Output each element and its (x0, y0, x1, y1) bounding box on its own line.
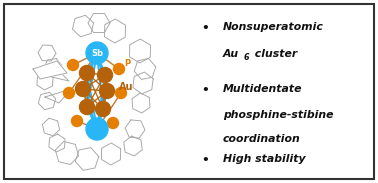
Text: cluster: cluster (251, 49, 297, 59)
Polygon shape (33, 61, 67, 79)
Circle shape (68, 59, 79, 70)
Text: 6: 6 (243, 53, 249, 62)
Text: phosphine-stibine: phosphine-stibine (223, 110, 333, 120)
Circle shape (99, 83, 115, 98)
Circle shape (96, 102, 110, 117)
Circle shape (98, 68, 113, 83)
Circle shape (79, 66, 94, 81)
Text: P: P (124, 59, 130, 68)
Circle shape (113, 64, 124, 74)
Text: coordination: coordination (223, 134, 301, 144)
Circle shape (107, 117, 118, 128)
Text: Au: Au (223, 49, 239, 59)
Text: •: • (202, 84, 214, 97)
Circle shape (79, 100, 94, 115)
Circle shape (116, 87, 127, 98)
Circle shape (71, 115, 82, 126)
Text: Nonsuperatomic: Nonsuperatomic (223, 22, 324, 32)
Text: •: • (202, 154, 214, 167)
Text: Sb: Sb (91, 48, 103, 57)
Text: High stability: High stability (223, 154, 306, 164)
Circle shape (86, 118, 108, 140)
Circle shape (86, 42, 108, 64)
Text: •: • (202, 22, 214, 35)
Circle shape (76, 81, 90, 96)
Circle shape (64, 87, 74, 98)
Text: Au: Au (119, 82, 133, 92)
Text: Multidentate: Multidentate (223, 84, 302, 94)
